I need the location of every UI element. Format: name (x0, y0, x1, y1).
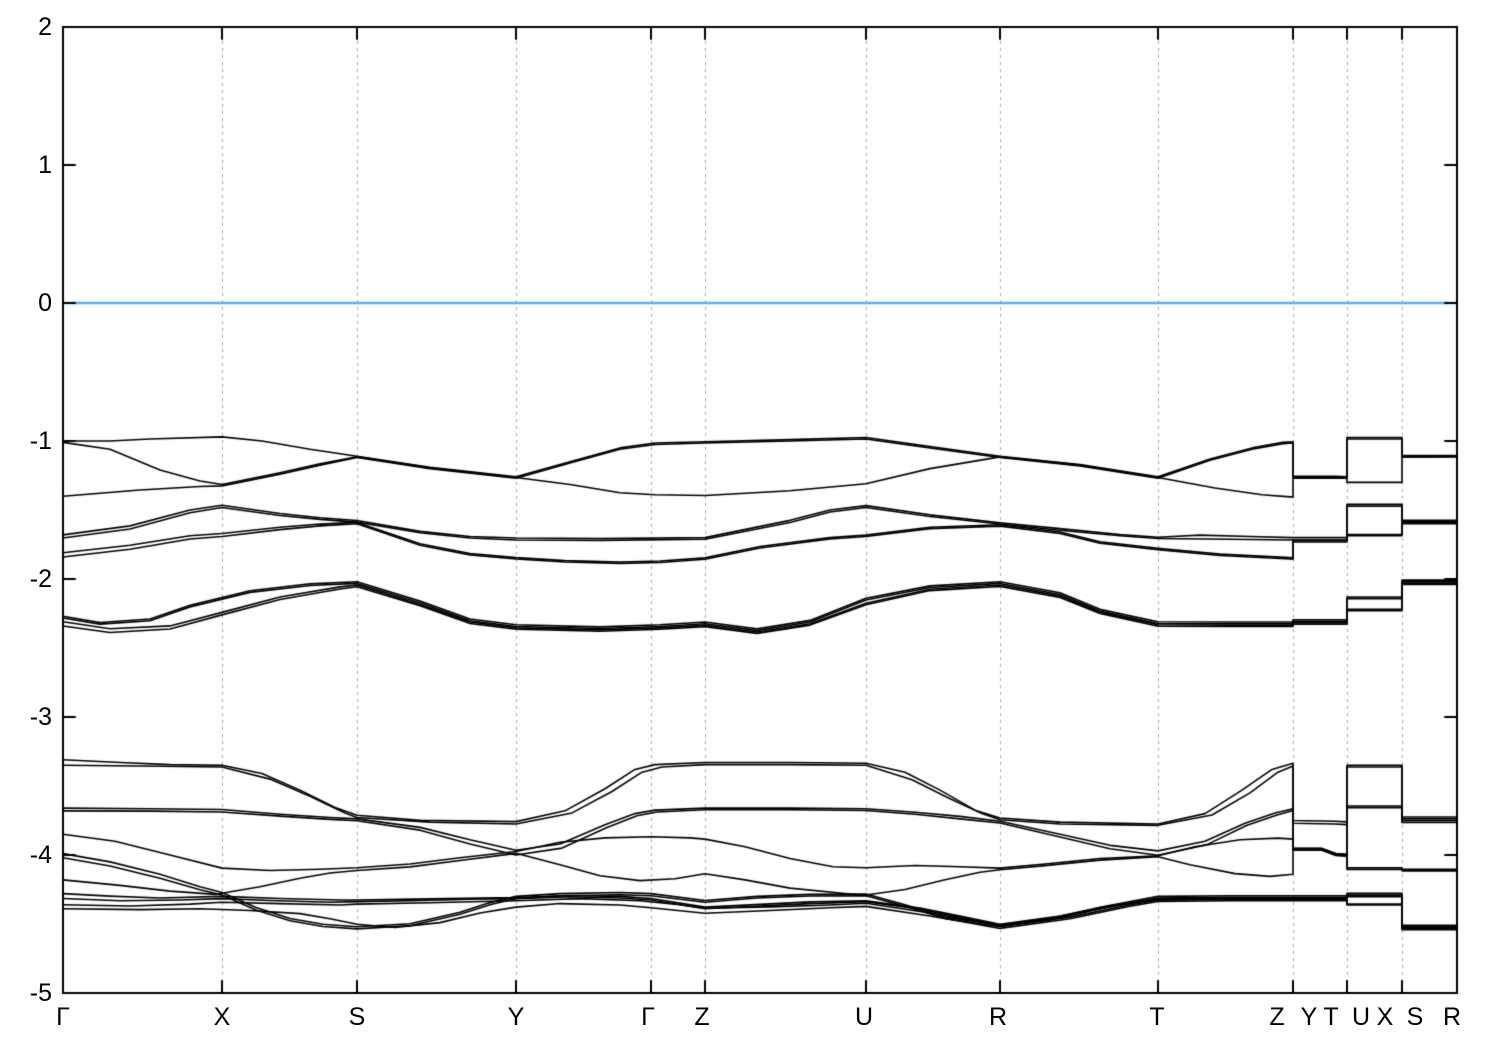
band-structure-figure: 2 1 0 -1 -2 -3 -4 -5 Γ X S Y Γ Z U R T Z Y T U X S R (0, 0, 1500, 1050)
band-structure-canvas (0, 0, 1500, 1050)
